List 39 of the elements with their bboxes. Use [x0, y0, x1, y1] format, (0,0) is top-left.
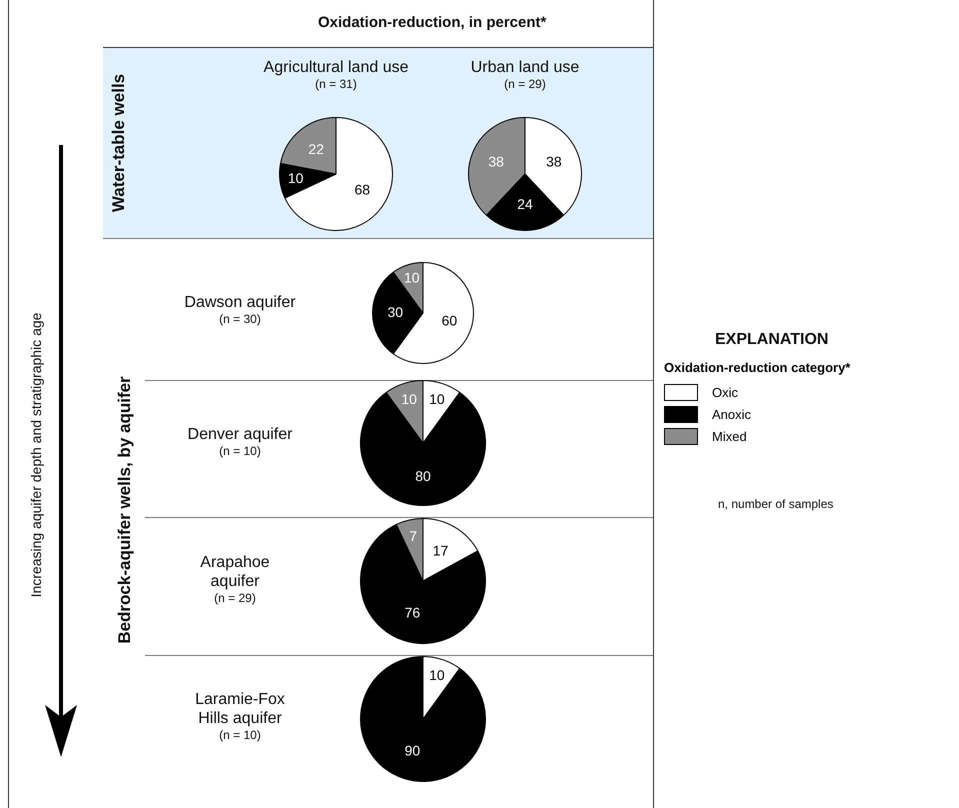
- text: (n = 10): [218, 444, 262, 459]
- text: Arapahoe aquifer: [199, 553, 271, 591]
- data-label: 7: [409, 528, 418, 544]
- text: (n = 29): [213, 591, 257, 606]
- data-label: 80: [415, 468, 431, 484]
- data-label: 10: [429, 667, 445, 684]
- data-label: 10: [404, 269, 420, 286]
- data-label: 38: [546, 153, 562, 170]
- data-label: 10: [401, 391, 418, 408]
- legend-label: Oxic: [712, 384, 738, 400]
- text: Bedrock-aquifer wells, by aquifer: [115, 376, 135, 644]
- text: Increasing aquifer depth and stratigraphic age: [28, 312, 44, 598]
- data-label: 10: [429, 391, 445, 408]
- data-label: 76: [404, 604, 420, 621]
- text: n, number of samples: [718, 497, 834, 511]
- chart-subtitle: (n = 31): [314, 77, 358, 92]
- text: Laramie-Fox Hills aquifer: [194, 690, 286, 728]
- data-label: 60: [442, 312, 458, 328]
- legend-label: Anoxic: [712, 406, 752, 422]
- data-label: 17: [432, 542, 448, 558]
- text: Dawson aquifer: [183, 293, 297, 312]
- chart-title: Urban land use: [470, 58, 580, 77]
- data-label: 22: [308, 140, 324, 157]
- data-label: 30: [387, 304, 404, 320]
- chart-subtitle: (n = 29): [503, 77, 547, 92]
- data-label: 90: [404, 742, 420, 759]
- legend-title: Oxidation-reduction category*: [664, 360, 850, 375]
- text: Water-table wells: [109, 74, 129, 212]
- text: Oxidation-reduction, in percent*: [318, 14, 546, 31]
- text: Denver aquifer: [186, 425, 294, 444]
- data-label: 10: [288, 170, 304, 186]
- legend-label: Mixed: [712, 428, 747, 444]
- text: EXPLANATION: [715, 331, 828, 349]
- chart-title: Agricultural land use: [262, 58, 410, 77]
- data-label: 68: [354, 182, 370, 198]
- data-label: 24: [517, 196, 533, 212]
- text: (n = 10): [218, 728, 262, 743]
- text: (n = 30): [218, 312, 262, 327]
- data-label: 38: [488, 153, 504, 170]
